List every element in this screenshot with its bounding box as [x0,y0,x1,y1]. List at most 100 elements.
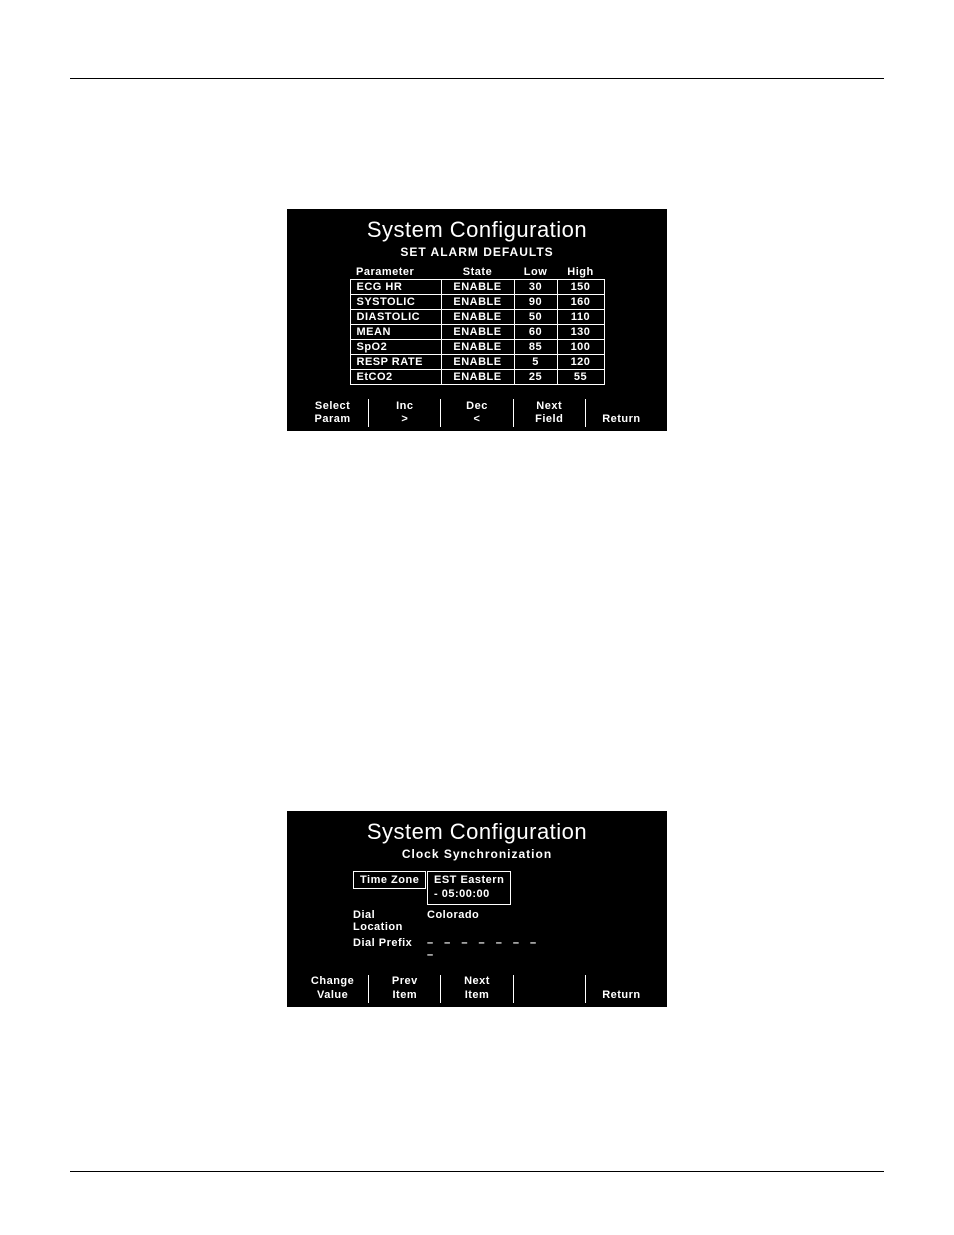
cell-parameter[interactable]: SpO2 [350,340,441,355]
dial-location-label-line2: Location [353,921,403,933]
label-col: Dial Prefix [297,937,427,949]
bottom-rule [70,1171,884,1172]
softkey[interactable]: SelectParam [297,399,369,427]
softkey-line2: Return [588,413,655,427]
softkey[interactable]: NextItem [441,975,513,1003]
cell-parameter[interactable]: RESP RATE [350,355,441,370]
table-row: ECG HRENABLE30150 [350,280,604,295]
softkey-line1: Prev [371,975,438,989]
softkey-line1: Dec [443,400,510,414]
panel-subtitle: SET ALARM DEFAULTS [297,245,657,259]
panel-subtitle: Clock Synchronization [297,847,657,861]
value-col: EST Eastern - 05:00:00 [427,871,557,905]
top-rule [70,78,884,79]
table-row: SpO2ENABLE85100 [350,340,604,355]
time-zone-label[interactable]: Time Zone [353,871,426,889]
cell-state[interactable]: ENABLE [441,340,514,355]
cell-high[interactable]: 55 [557,370,604,385]
softkey [514,975,586,1003]
col-header-high: High [557,265,604,280]
softkey-line1 [588,975,655,989]
row-time-zone: Time Zone EST Eastern - 05:00:00 [297,871,657,905]
cell-high[interactable]: 110 [557,310,604,325]
table-row: MEANENABLE60130 [350,325,604,340]
cell-state[interactable]: ENABLE [441,295,514,310]
softkey-line1: Next [443,975,510,989]
time-zone-value-line2: - 05:00:00 [434,888,490,900]
softkey-line2: Value [299,989,366,1003]
dial-prefix-label[interactable]: Dial Prefix [353,937,412,949]
softkey-line2: Item [371,989,438,1003]
cell-state[interactable]: ENABLE [441,280,514,295]
cell-state[interactable]: ENABLE [441,310,514,325]
dial-location-value[interactable]: Colorado [427,909,479,921]
softkey[interactable]: Return [586,975,657,1003]
col-header-low: Low [514,265,557,280]
cell-low[interactable]: 85 [514,340,557,355]
softkey-line2 [516,989,583,1003]
softkey[interactable]: Return [586,399,657,427]
table-row: RESP RATEENABLE5120 [350,355,604,370]
softkey[interactable]: NextField [514,399,586,427]
col-header-state: State [441,265,514,280]
cell-low[interactable]: 5 [514,355,557,370]
cell-high[interactable]: 130 [557,325,604,340]
value-col: – – – – – – – – [427,937,557,961]
cell-parameter[interactable]: DIASTOLIC [350,310,441,325]
cell-low[interactable]: 50 [514,310,557,325]
clock-sync-panel: System Configuration Clock Synchronizati… [287,811,667,1007]
cell-parameter[interactable]: ECG HR [350,280,441,295]
row-dial-location: Dial Location Colorado [297,909,657,933]
softkey-line2: > [371,413,438,427]
softkey-line2: Field [516,413,583,427]
softkey[interactable]: ChangeValue [297,975,369,1003]
dial-location-label[interactable]: Dial Location [353,909,403,933]
softkey[interactable]: PrevItem [369,975,441,1003]
softkey-line1 [516,975,583,989]
cell-state[interactable]: ENABLE [441,355,514,370]
panel-title: System Configuration [297,819,657,845]
cell-parameter[interactable]: SYSTOLIC [350,295,441,310]
alarm-defaults-panel: System Configuration SET ALARM DEFAULTS … [287,209,667,431]
cell-low[interactable]: 30 [514,280,557,295]
softkey-line1: Next [516,400,583,414]
panel-title: System Configuration [297,217,657,243]
table-row: EtCO2ENABLE2555 [350,370,604,385]
table-header-row: Parameter State Low High [350,265,604,280]
softkey-line1 [588,400,655,414]
value-col: Colorado [427,909,557,921]
cell-parameter[interactable]: EtCO2 [350,370,441,385]
softkey-line1: Inc [371,400,438,414]
dial-prefix-value[interactable]: – – – – – – – – [427,937,540,961]
cell-high[interactable]: 100 [557,340,604,355]
time-zone-value[interactable]: EST Eastern - 05:00:00 [427,871,511,905]
time-zone-value-line1: EST Eastern [434,874,504,886]
cell-high[interactable]: 120 [557,355,604,370]
cell-low[interactable]: 90 [514,295,557,310]
softkey-line1: Change [299,975,366,989]
softkey-line1: Select [299,400,366,414]
cell-low[interactable]: 25 [514,370,557,385]
softkey-line2: Item [443,989,510,1003]
col-header-parameter: Parameter [350,265,441,280]
alarm-defaults-panel-wrap: System Configuration SET ALARM DEFAULTS … [70,209,884,431]
cell-low[interactable]: 60 [514,325,557,340]
softkey-line2: < [443,413,510,427]
softkey[interactable]: Dec< [441,399,513,427]
table-row: SYSTOLICENABLE90160 [350,295,604,310]
row-dial-prefix: Dial Prefix – – – – – – – – [297,937,657,961]
cell-state[interactable]: ENABLE [441,370,514,385]
cell-parameter[interactable]: MEAN [350,325,441,340]
softkey-row: ChangeValuePrevItemNextItem Return [297,975,657,1003]
softkey-line2: Return [588,989,655,1003]
cell-state[interactable]: ENABLE [441,325,514,340]
clock-sync-panel-wrap: System Configuration Clock Synchronizati… [70,811,884,1007]
label-col: Time Zone [297,871,427,889]
softkey[interactable]: Inc> [369,399,441,427]
clock-sync-rows: Time Zone EST Eastern - 05:00:00 Dial Lo… [297,871,657,961]
cell-high[interactable]: 150 [557,280,604,295]
dial-location-label-line1: Dial [353,909,375,921]
table-row: DIASTOLICENABLE50110 [350,310,604,325]
cell-high[interactable]: 160 [557,295,604,310]
label-col: Dial Location [297,909,427,933]
